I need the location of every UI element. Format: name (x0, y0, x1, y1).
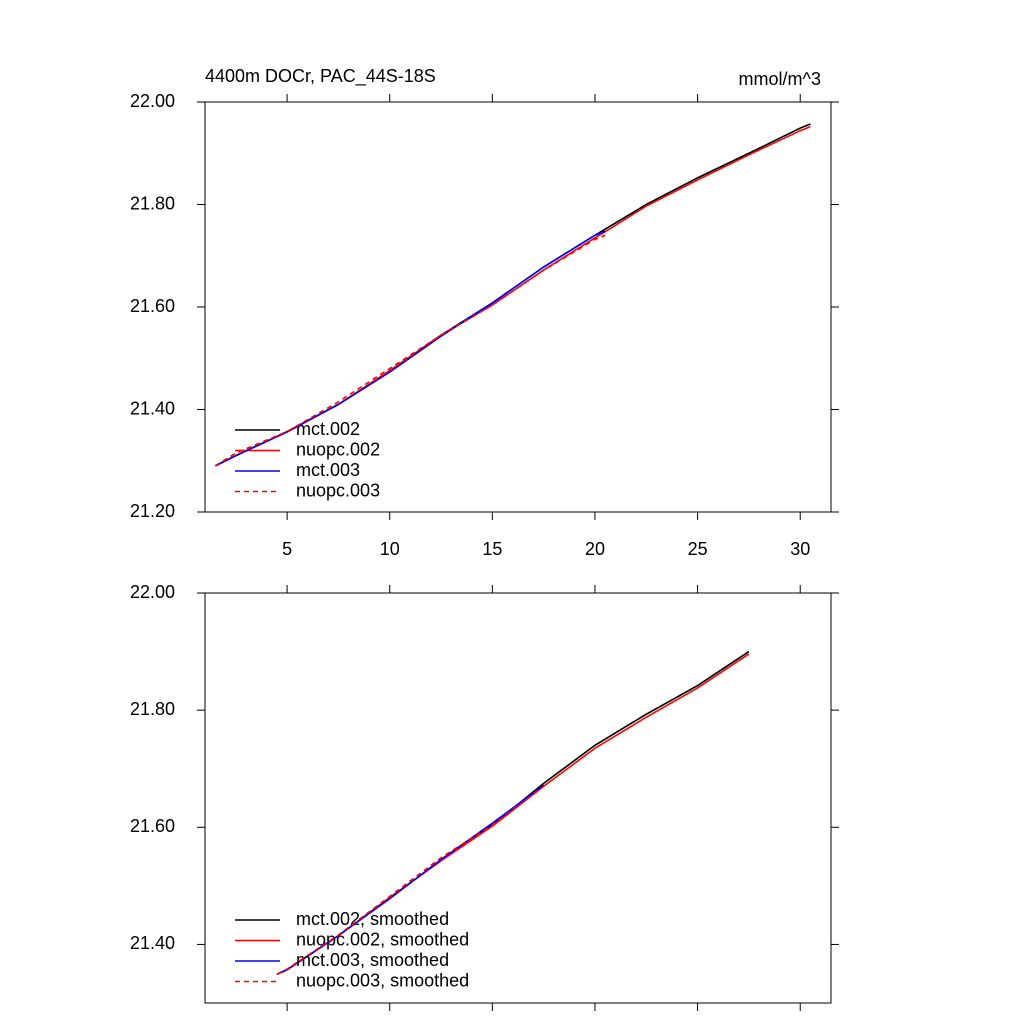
y-tick-label: 21.40 (130, 933, 175, 953)
series-line (214, 234, 606, 467)
legend-label: nuopc.002 (296, 439, 380, 459)
x-tick-label: 15 (482, 539, 502, 559)
plot-frame (204, 592, 832, 1004)
legend-label: mct.002, smoothed (296, 909, 449, 929)
units-label: mmol/m^3 (739, 69, 821, 89)
y-tick-label: 21.40 (130, 398, 175, 418)
legend-label: nuopc.003, smoothed (296, 970, 469, 990)
x-tick-label: 25 (688, 539, 708, 559)
legend-label: mct.003, smoothed (296, 950, 449, 970)
legend-label: nuopc.003 (296, 480, 380, 500)
x-tick-label: 10 (380, 539, 400, 559)
y-tick-label: 21.80 (130, 193, 175, 213)
y-tick-label: 21.80 (130, 699, 175, 719)
y-tick-label: 21.60 (130, 816, 175, 836)
chart-title: 4400m DOCr, PAC_44S-18S (205, 66, 436, 87)
x-tick-label: 20 (585, 539, 605, 559)
x-tick-label: 5 (282, 539, 292, 559)
series-line (214, 125, 811, 467)
series-line (276, 785, 545, 976)
y-tick-label: 22.00 (130, 582, 175, 602)
legend-label: mct.002 (296, 419, 360, 439)
x-tick-label: 30 (790, 539, 810, 559)
series-line (214, 230, 606, 467)
legend-label: mct.003 (296, 460, 360, 480)
y-tick-label: 21.20 (130, 501, 175, 521)
y-tick-label: 21.60 (130, 296, 175, 316)
y-tick-label: 22.00 (130, 91, 175, 111)
series-line (214, 123, 811, 467)
